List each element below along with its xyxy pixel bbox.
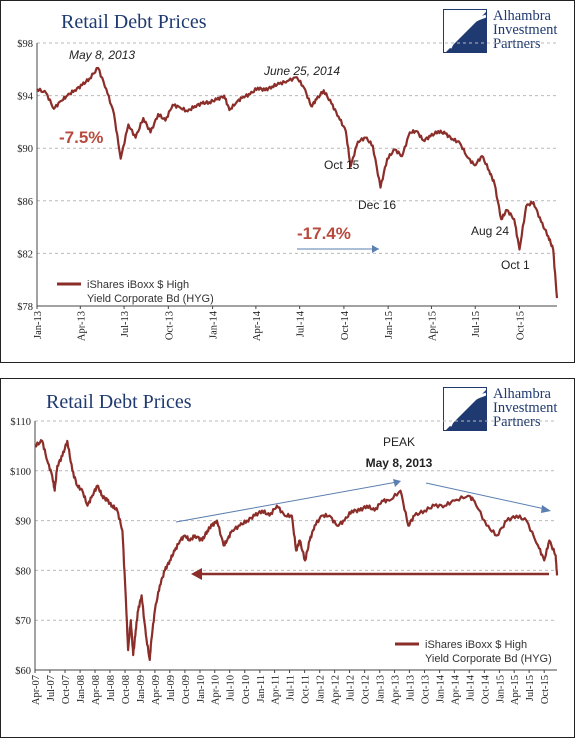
x-tick-label: Jan-13 bbox=[376, 675, 387, 703]
x-tick-label: Apr-13 bbox=[390, 675, 401, 705]
x-tick-label: Jul-13 bbox=[405, 675, 416, 701]
logo-mark-icon bbox=[443, 387, 487, 431]
trend-arrow-up bbox=[175, 481, 398, 523]
arrow-head-icon bbox=[541, 505, 551, 513]
x-tick-label: Oct-14 bbox=[480, 674, 491, 704]
brand-line-3: Partners bbox=[493, 36, 541, 52]
y-tick-label: $78 bbox=[17, 302, 33, 313]
x-tick-label: Apr-15 bbox=[510, 675, 521, 705]
x-tick-label: Apr-13 bbox=[76, 311, 87, 341]
y-tick-label: $90 bbox=[17, 144, 33, 155]
chart-title: Retail Debt Prices bbox=[61, 11, 207, 33]
x-tick-label: Jan-15 bbox=[384, 311, 395, 339]
x-tick-label: Oct-09 bbox=[181, 675, 192, 704]
brand-line-3: Partners bbox=[493, 414, 541, 430]
x-tick-label: Jul-14 bbox=[296, 310, 307, 337]
x-tick-label: Apr-14 bbox=[252, 310, 263, 341]
annotation-pct-drop-1: -7.5% bbox=[59, 128, 103, 147]
annotation-oct-1: Oct 1 bbox=[501, 258, 530, 272]
x-tick-label: Jan-13 bbox=[33, 311, 44, 339]
annotation-aug-24: Aug 24 bbox=[471, 224, 509, 238]
y-tick-label: $110 bbox=[10, 417, 31, 428]
chart-title: Retail Debt Prices bbox=[46, 391, 192, 413]
x-tick-label: Oct-13 bbox=[164, 311, 175, 340]
line-chart-1: $78 $82 $86 $90 $94 $98 Jan-13 Apr-13 Jul-13 Oct-… bbox=[17, 39, 559, 341]
x-tick-label: Jul-08 bbox=[106, 675, 117, 701]
brand-line-1: Alhambra bbox=[493, 386, 551, 402]
brand-name: Alhambra Investment Partners bbox=[493, 386, 558, 430]
legend-label: iShares iBoxx $ High Yield Corporate Bd (… bbox=[425, 639, 552, 665]
x-tick-label: Jul-15 bbox=[471, 311, 482, 337]
x-tick-label: Jan-15 bbox=[495, 675, 506, 703]
x-tick-label: Oct-15 bbox=[540, 675, 551, 704]
annotation-peak: PEAK bbox=[383, 435, 415, 449]
legend-label: iShares iBoxx $ High Yield Corporate Bd (… bbox=[87, 279, 214, 305]
x-tick-label: Jul-07 bbox=[46, 675, 57, 701]
chart-panel-bottom: Retail Debt Prices Alhambra Investment P… bbox=[0, 378, 575, 738]
y-tick-label: $86 bbox=[17, 197, 33, 208]
arrow-head-icon bbox=[393, 479, 401, 487]
x-tick-label: Apr-08 bbox=[91, 675, 102, 705]
series-line-hyg bbox=[34, 439, 559, 662]
brand-name: Alhambra Investment Partners bbox=[493, 8, 558, 52]
x-tick-label: Oct-14 bbox=[340, 310, 351, 340]
brand-line-1: Alhambra bbox=[493, 8, 551, 24]
x-tick-label: Apr-07 bbox=[31, 675, 42, 705]
x-tick-label: Jan-14 bbox=[436, 674, 447, 703]
annotation-may-2013: May 8, 2013 bbox=[69, 48, 135, 62]
trend-arrow-down bbox=[425, 482, 546, 510]
x-tick-label: Oct-13 bbox=[420, 675, 431, 704]
x-tick-label: Jul-11 bbox=[286, 675, 297, 701]
x-tick-label: Oct-10 bbox=[241, 675, 252, 704]
annotation-oct-15: Oct 15 bbox=[324, 158, 360, 172]
x-tick-label: Jan-10 bbox=[196, 675, 207, 703]
y-tick-label: $80 bbox=[15, 566, 31, 577]
x-tick-label: Apr-14 bbox=[450, 674, 461, 705]
y-tick-label: $82 bbox=[17, 249, 33, 260]
x-tick-label: Apr-15 bbox=[427, 311, 438, 341]
x-tick-label: Oct-11 bbox=[301, 675, 312, 704]
logo-mark-icon bbox=[443, 9, 487, 53]
x-tick-label: Apr-11 bbox=[271, 675, 282, 705]
x-tick-label: Oct-07 bbox=[61, 675, 72, 704]
y-tick-label: $94 bbox=[17, 92, 34, 103]
x-tick-label: Jul-14 bbox=[465, 674, 476, 701]
x-tick-label: Jan-12 bbox=[316, 675, 327, 703]
x-tick-label: Apr-10 bbox=[211, 675, 222, 705]
x-tick-label: Oct-15 bbox=[515, 311, 526, 340]
x-tick-label: Apr-12 bbox=[331, 675, 342, 705]
x-tick-label: Jan-09 bbox=[136, 675, 147, 703]
y-tick-label: $100 bbox=[10, 467, 31, 478]
brand-line-2: Investment bbox=[493, 22, 558, 38]
x-tick-label: Oct-12 bbox=[361, 675, 372, 704]
chart-panel-top: Retail Debt Prices Alhambra Investment P… bbox=[0, 0, 575, 363]
x-tick-label: Jan-11 bbox=[256, 675, 267, 703]
x-tick-label: Oct-08 bbox=[121, 675, 132, 704]
annotation-june-2014: June 25, 2014 bbox=[263, 64, 340, 78]
line-chart-2: $60 $70 $80 $90 $100 $110 Apr-07 Jul-07 Oct-07 Ja… bbox=[10, 417, 559, 705]
x-tick-label: Jul-12 bbox=[346, 675, 357, 701]
series-line-hyg bbox=[36, 66, 559, 299]
x-tick-label: Jan-14 bbox=[209, 310, 220, 339]
x-tick-label: Jan-08 bbox=[76, 675, 87, 703]
arrow-head-icon bbox=[372, 245, 379, 253]
x-tick-label: Apr-09 bbox=[151, 675, 162, 705]
y-tick-label: $98 bbox=[17, 39, 33, 50]
arrow-head-icon bbox=[191, 568, 202, 580]
annotation-dec-16: Dec 16 bbox=[358, 198, 396, 212]
brand-line-2: Investment bbox=[493, 400, 558, 416]
x-tick-label: Jul-09 bbox=[166, 675, 177, 701]
y-tick-label: $60 bbox=[15, 666, 31, 677]
y-tick-label: $90 bbox=[15, 517, 31, 528]
x-tick-label: Jul-13 bbox=[120, 311, 131, 337]
x-tick-label: Jul-10 bbox=[226, 675, 237, 701]
brand-logo: Alhambra Investment Partners bbox=[443, 387, 568, 435]
annotation-pct-drop-2: -17.4% bbox=[297, 224, 351, 243]
brand-logo: Alhambra Investment Partners bbox=[443, 9, 568, 57]
annotation-peak-date: May 8, 2013 bbox=[366, 456, 433, 470]
y-tick-label: $70 bbox=[15, 616, 31, 627]
x-tick-label: Jul-15 bbox=[525, 675, 536, 701]
